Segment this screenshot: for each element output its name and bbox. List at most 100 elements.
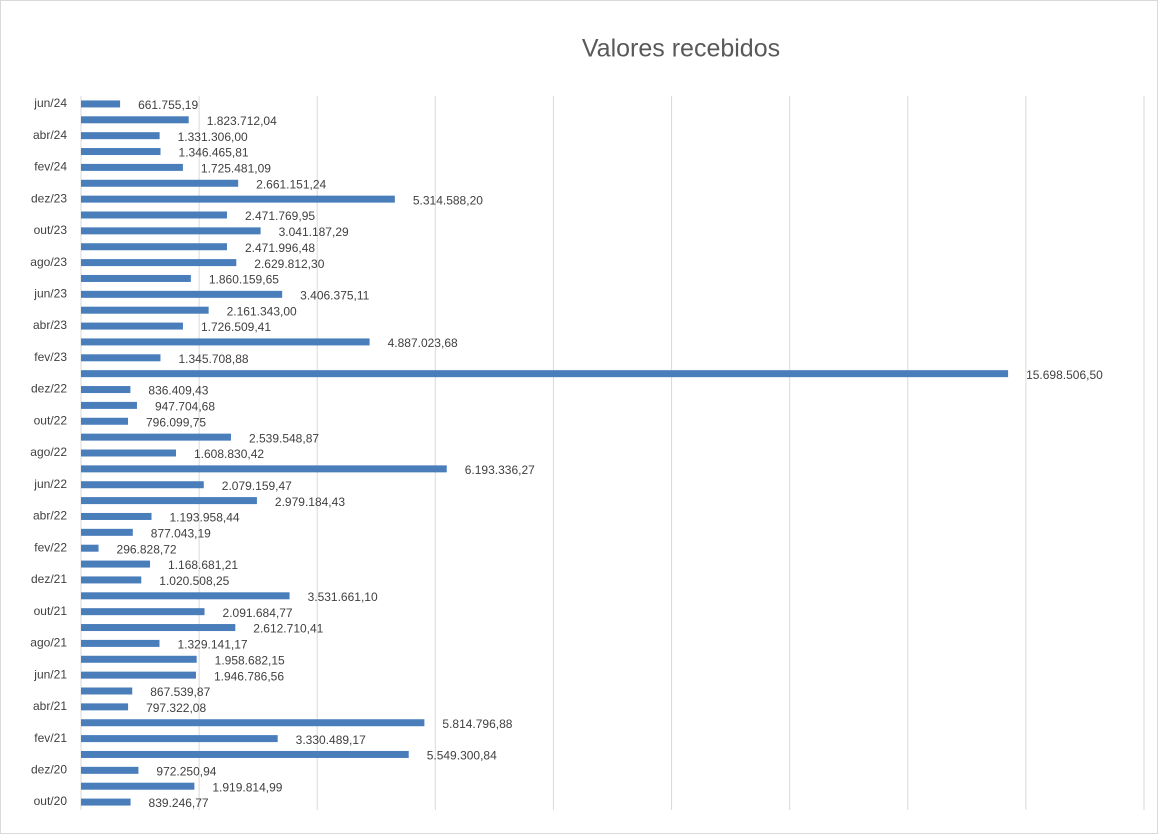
bar (81, 227, 261, 235)
y-tick-label: out/22 (34, 413, 68, 427)
data-label: 5.814.796,88 (442, 717, 512, 731)
y-tick-label: jun/22 (33, 477, 67, 491)
data-label: 1.726.509,41 (201, 320, 271, 334)
data-label: 1.919.814,99 (212, 780, 282, 794)
bar (81, 750, 409, 758)
data-label: 5.549.300,84 (427, 749, 497, 763)
data-label: 2.979.184,43 (275, 495, 345, 509)
data-label: 5.314.588,20 (413, 193, 483, 207)
data-label: 2.471.769,95 (245, 209, 315, 223)
bar (81, 449, 177, 457)
data-label: 2.079.159,47 (222, 479, 292, 493)
y-tick-label: fev/24 (34, 160, 67, 174)
bar (81, 560, 151, 568)
bar (81, 163, 183, 171)
bar (81, 671, 196, 679)
bar (81, 116, 189, 124)
data-label: 2.539.548,87 (249, 431, 319, 445)
bar (81, 703, 129, 711)
y-tick-label: abr/24 (33, 128, 67, 142)
data-label: 1.345.708,88 (178, 352, 248, 366)
bar (81, 243, 227, 251)
bar (81, 639, 160, 647)
data-label: 3.041.187,29 (279, 225, 349, 239)
data-label: 877.043,19 (151, 527, 211, 541)
data-label: 836.409,43 (148, 384, 208, 398)
bar (81, 735, 278, 743)
data-label: 796.099,75 (146, 415, 206, 429)
bar (81, 544, 99, 552)
data-label: 1.725.481,09 (201, 162, 271, 176)
y-tick-label: ago/22 (30, 445, 67, 459)
data-label: 296.828,72 (117, 542, 177, 556)
y-tick-label: out/20 (34, 794, 68, 808)
y-tick-label: fev/23 (34, 350, 67, 364)
chart-title: Valores recebidos (582, 35, 780, 63)
data-label: 1.329.141,17 (177, 638, 247, 652)
bar (81, 179, 239, 187)
bar (81, 386, 131, 394)
data-label: 3.330.489,17 (296, 733, 366, 747)
y-tick-label: ago/23 (30, 255, 67, 269)
y-tick-label: dez/20 (31, 763, 67, 777)
data-label: 661.755,19 (138, 98, 198, 112)
bar (81, 354, 161, 362)
y-tick-label: abr/23 (33, 318, 67, 332)
bar (81, 148, 161, 156)
data-label: 2.629.812,30 (254, 257, 324, 271)
data-label: 15.698.506,50 (1026, 368, 1103, 382)
bar (81, 195, 395, 203)
bar (81, 608, 205, 616)
data-label: 2.091.684,77 (223, 606, 293, 620)
data-label: 1.823.712,04 (207, 114, 277, 128)
y-tick-label: fev/22 (34, 540, 67, 554)
bar (81, 497, 257, 505)
bar (81, 370, 1009, 378)
bar (81, 211, 227, 219)
data-label: 2.161.343,00 (227, 304, 297, 318)
data-label: 2.471.996,48 (245, 241, 315, 255)
y-tick-label: ago/21 (30, 636, 67, 650)
y-tick-label: fev/21 (34, 731, 67, 745)
y-tick-label: abr/21 (33, 699, 67, 713)
data-label: 947.704,68 (155, 400, 215, 414)
y-tick-label: jun/24 (33, 96, 67, 110)
data-label: 2.612.710,41 (253, 622, 323, 636)
data-label: 1.958.682,15 (215, 653, 285, 667)
bar (81, 100, 121, 108)
y-tick-label: out/21 (34, 604, 68, 618)
data-label: 1.346.465,81 (179, 146, 249, 160)
y-tick-label: out/23 (34, 223, 68, 237)
bar (81, 766, 139, 774)
data-label: 1.020.508,25 (159, 574, 229, 588)
bar (81, 719, 425, 727)
bar (81, 592, 290, 600)
data-label: 1.608.830,42 (194, 447, 264, 461)
bar (81, 132, 160, 140)
bar (81, 433, 231, 441)
data-label: 3.531.661,10 (308, 590, 378, 604)
bar (81, 655, 197, 663)
bar (81, 306, 209, 314)
data-label: 1.860.159,65 (209, 273, 279, 287)
bar (81, 259, 237, 267)
data-label: 1.946.786,56 (214, 669, 284, 683)
bar (81, 322, 183, 330)
data-label: 3.406.375,11 (300, 289, 370, 303)
data-label: 1.331.306,00 (178, 130, 248, 144)
data-label: 1.168.681,21 (168, 558, 238, 572)
bar (81, 401, 137, 409)
bar (81, 576, 142, 584)
bar (81, 512, 152, 520)
bar (81, 624, 236, 632)
y-tick-label: jun/21 (33, 667, 67, 681)
data-label: 2.661.151,24 (256, 177, 326, 191)
data-label: 6.193.336,27 (465, 463, 535, 477)
bar (81, 274, 191, 282)
y-tick-label: jun/23 (33, 287, 67, 301)
data-label: 839.246,77 (149, 796, 209, 810)
data-label: 797.322,08 (146, 701, 206, 715)
data-label: 972.250,94 (156, 765, 216, 779)
bar (81, 290, 283, 298)
